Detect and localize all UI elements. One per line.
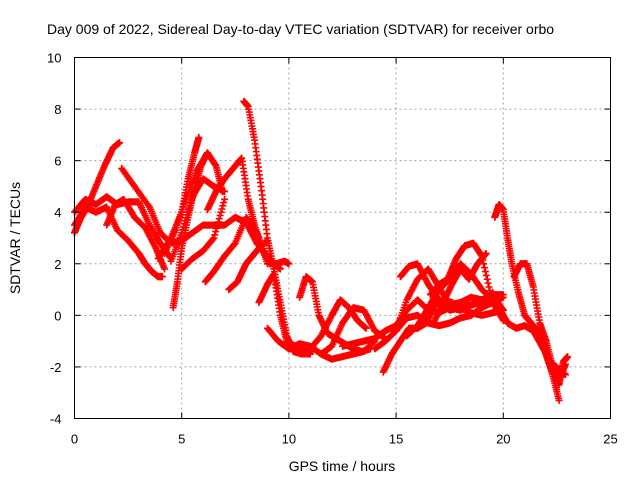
series-track (71, 139, 124, 237)
data-point-plus (116, 139, 124, 147)
data-point-plus (219, 202, 227, 210)
data-point-plus (480, 260, 488, 268)
data-point-plus (564, 353, 572, 361)
axis-ticks: 0 5 10 15 20 25 -4 -2 0 2 4 6 8 10 (47, 51, 618, 447)
x-tick-label: 0 (71, 432, 78, 447)
data-point-plus (482, 271, 490, 279)
series-track (225, 237, 271, 294)
data-point-plus (220, 199, 228, 207)
series-track (178, 195, 229, 273)
y-tick-label: 6 (54, 154, 61, 169)
x-tick-label: 10 (282, 432, 296, 447)
y-tick-label: 2 (54, 257, 61, 272)
y-tick-label: 10 (47, 51, 61, 66)
y-tick-label: 8 (54, 102, 61, 117)
x-axis-title: GPS time / hours (289, 458, 396, 474)
data-point-plus (221, 195, 229, 203)
series-track (392, 265, 486, 335)
series-track (201, 213, 271, 286)
data-point-plus (481, 264, 489, 272)
data-point-plus (210, 234, 218, 242)
y-tick-label: 4 (54, 205, 61, 220)
series-track (426, 239, 507, 325)
plot-frame (74, 57, 611, 419)
y-tick-label: -4 (50, 412, 62, 427)
data-point-plus (483, 275, 491, 283)
data-point-plus (215, 215, 223, 223)
data-point-plus (216, 211, 224, 219)
data-point-plus (213, 224, 221, 232)
data-point-plus (158, 273, 166, 281)
series-track (531, 324, 572, 389)
series-track (396, 260, 507, 314)
data-point-plus (221, 188, 229, 196)
data-point-plus (484, 279, 492, 287)
series-track (71, 203, 166, 281)
data-point-plus (217, 208, 225, 216)
data-point-plus (212, 228, 220, 236)
x-tick-label: 15 (389, 432, 403, 447)
data-point-plus (213, 221, 221, 229)
data-point-plus (209, 235, 217, 243)
y-axis-title: SDTVAR / TECUs (7, 182, 23, 294)
data-point-plus (195, 133, 203, 141)
data-point-plus (211, 231, 219, 239)
x-tick-label: 20 (496, 432, 510, 447)
data-point-plus (218, 205, 226, 213)
data-point-plus (485, 283, 493, 291)
y-tick-label: 0 (54, 308, 61, 323)
data-point-plus (482, 249, 490, 257)
data-point-plus (362, 324, 370, 332)
data-point-plus (555, 396, 563, 404)
data-point-plus (276, 265, 284, 273)
series-track (431, 249, 490, 325)
x-tick-label: 25 (603, 432, 617, 447)
data-point-plus (161, 265, 169, 273)
data-point-plus (481, 268, 489, 276)
chart-title: Day 009 of 2022, Sidereal Day-to-day VTE… (47, 21, 554, 37)
data-point-plus (285, 260, 293, 268)
data-points (71, 97, 572, 404)
y-tick-label: -2 (50, 360, 62, 375)
x-tick-label: 5 (178, 432, 185, 447)
data-point-plus (214, 218, 222, 226)
data-point-plus (499, 293, 507, 301)
